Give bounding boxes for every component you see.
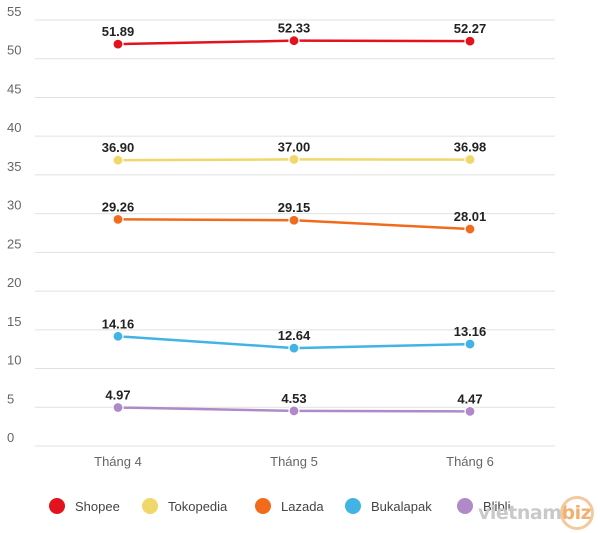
watermark-text-main: vietnam [478,502,562,524]
data-label-lazada: 29.26 [102,199,135,214]
y-axis-ticks: 0 5 10 15 20 25 30 35 40 45 50 55 [7,4,21,445]
y-tick-label: 30 [7,198,21,213]
data-label-tokopedia: 37.00 [278,139,311,154]
x-tick-label: Tháng 6 [446,454,494,469]
y-tick-label: 20 [7,275,21,290]
legend-swatch-tokopedia [142,498,158,514]
y-tick-label: 40 [7,120,21,135]
data-label-shopee: 52.27 [454,21,487,36]
data-label-blibli: 4.97 [105,388,130,403]
data-point-tokopedia [288,153,300,166]
data-label-tokopedia: 36.90 [102,140,135,155]
series-layer [112,35,476,417]
y-tick-label: 35 [7,159,21,174]
data-point-tokopedia [464,153,476,166]
data-label-shopee: 51.89 [102,24,135,39]
data-label-tokopedia: 36.98 [454,140,487,155]
y-tick-label: 0 [7,430,14,445]
x-tick-label: Tháng 5 [270,454,318,469]
data-label-shopee: 52.33 [278,21,311,36]
y-tick-label: 45 [7,81,21,96]
data-label-bukalapak: 13.16 [454,324,487,339]
legend-label-blibli: Blibli [483,499,511,514]
data-point-bukalapak [288,342,300,354]
data-point-blibli [112,401,124,414]
y-tick-label: 25 [7,236,21,251]
data-label-blibli: 4.47 [457,391,482,406]
data-point-shopee [112,38,124,50]
data-label-lazada: 29.15 [278,200,311,215]
y-tick-label: 5 [7,391,14,406]
data-label-bukalapak: 12.64 [278,328,311,343]
data-point-lazada [112,213,124,225]
legend-label-shopee: Shopee [75,499,120,514]
legend-label-bukalapak: Bukalapak [371,499,432,514]
y-tick-label: 50 [7,43,21,58]
data-point-bukalapak [464,338,476,350]
legend-swatch-lazada [255,498,271,514]
data-point-blibli [464,405,476,417]
data-point-shopee [464,35,476,47]
legend-label-lazada: Lazada [281,499,324,514]
data-labels: 51.89 52.33 52.27 36.90 37.00 36.98 29.26 29.15… [102,21,487,407]
grid-lines [35,19,555,447]
data-label-blibli: 4.53 [281,391,306,406]
data-point-shopee [288,35,300,47]
y-tick-label: 55 [7,4,21,19]
data-point-bukalapak [112,330,124,342]
legend: Shopee Tokopedia Lazada Bukalapak Blibli [49,498,511,514]
y-tick-label: 15 [7,314,21,329]
legend-swatch-bukalapak [345,498,361,514]
data-point-blibli [288,405,300,417]
y-tick-label: 10 [7,353,21,368]
legend-swatch-blibli [457,498,473,514]
legend-label-tokopedia: Tokopedia [168,499,228,514]
watermark-badge-icon [560,496,594,530]
data-point-tokopedia [112,154,124,166]
data-label-bukalapak: 14.16 [102,316,135,331]
data-point-lazada [464,223,476,235]
x-axis-ticks: Tháng 4 Tháng 5 Tháng 6 [94,454,494,469]
data-label-lazada: 28.01 [454,209,487,224]
legend-swatch-shopee [49,498,65,514]
data-point-lazada [288,214,300,226]
x-tick-label: Tháng 4 [94,454,142,469]
